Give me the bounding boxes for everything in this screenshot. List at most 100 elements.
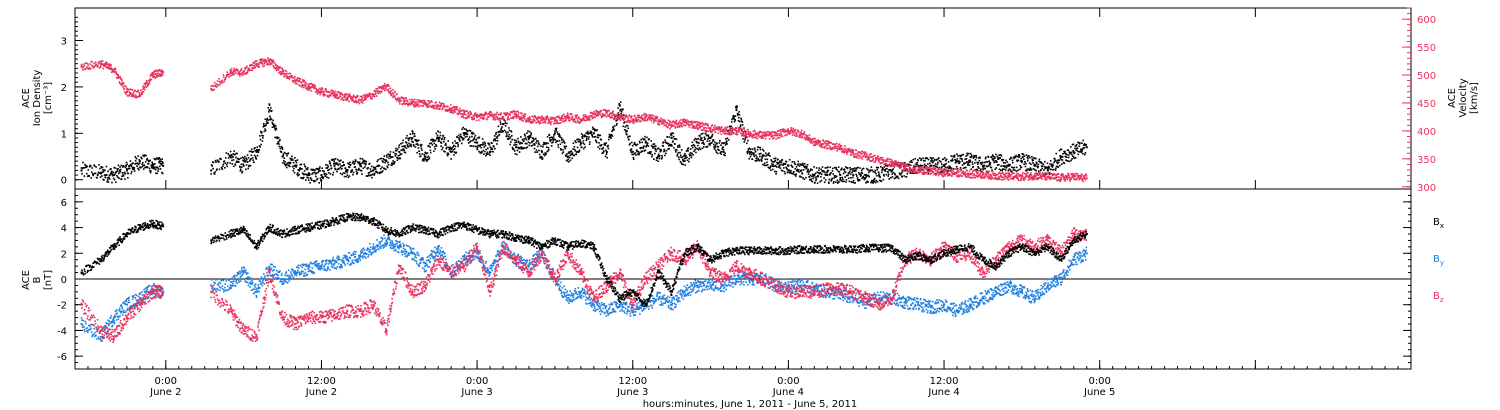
velocity-series-sample — [386, 84, 389, 87]
velocity-series-sample — [261, 59, 263, 61]
density-series-sample — [677, 146, 679, 148]
density-series-sample — [714, 146, 716, 149]
density-series-sample — [808, 176, 811, 179]
velocity-series-sample — [365, 98, 367, 101]
velocity-series-sample — [277, 69, 280, 71]
velocity-series-sample — [636, 116, 639, 119]
density-series-sample — [242, 159, 244, 162]
density-series-sample — [130, 165, 133, 167]
velocity-series-sample — [340, 98, 343, 101]
xtick-date-label: June 2 — [305, 387, 337, 398]
velocity-series-sample — [574, 120, 576, 123]
density-series-sample — [838, 173, 841, 175]
density-series-sample — [417, 147, 420, 149]
density-series-sample — [367, 167, 369, 169]
velocity-series-sample — [104, 65, 106, 67]
velocity-series-sample — [671, 121, 673, 124]
density-series-sample — [336, 168, 339, 171]
velocity-series-sample — [499, 119, 501, 121]
density-series-sample — [926, 169, 929, 171]
density-series-sample — [108, 176, 110, 179]
velocity-series-sample — [697, 128, 699, 131]
density-series-sample — [670, 134, 673, 137]
density-series-sample — [565, 145, 568, 148]
velocity-series-sample — [484, 113, 487, 116]
density-series-sample — [283, 157, 285, 159]
velocity-series-sample — [648, 114, 650, 116]
density-series-sample — [1016, 159, 1018, 162]
density-series-sample — [557, 133, 559, 135]
velocity-series-sample — [257, 66, 260, 68]
velocity-series-sample — [711, 124, 714, 126]
velocity-series-sample — [600, 110, 602, 112]
density-series-sample — [528, 144, 531, 147]
density-series-sample — [457, 145, 459, 148]
density-series-point — [281, 155, 284, 158]
density-series-sample — [887, 175, 890, 177]
density-series-sample — [1032, 159, 1035, 161]
density-series-sample — [684, 164, 687, 166]
velocity-series-sample — [251, 69, 254, 72]
density-series-sample — [820, 179, 823, 182]
velocity-series-sample — [224, 78, 227, 81]
velocity-series-sample — [248, 68, 251, 70]
density-series-sample — [301, 168, 303, 170]
density-series-sample — [354, 162, 356, 165]
density-series-sample — [308, 174, 311, 176]
velocity-series-sample — [383, 88, 385, 90]
density-series-sample — [1065, 156, 1068, 159]
velocity-series-sample — [388, 90, 390, 93]
density-series-sample — [733, 115, 736, 118]
density-series-sample — [359, 157, 362, 160]
density-series-sample — [433, 150, 435, 153]
velocity-series-sample — [343, 95, 345, 98]
velocity-series-sample — [578, 116, 580, 118]
velocity-series-sample — [503, 112, 505, 114]
density-series-point — [696, 141, 699, 144]
velocity-series-sample — [541, 115, 543, 118]
density-series-sample — [543, 141, 545, 144]
velocity-series-sample — [360, 101, 363, 103]
velocity-series-sample — [493, 117, 496, 119]
velocity-series-sample — [675, 119, 678, 122]
density-series-sample — [301, 177, 304, 180]
density-series-sample — [574, 150, 577, 152]
density-series-sample — [513, 150, 516, 152]
density-series-sample — [579, 144, 582, 146]
velocity-series-sample — [430, 106, 433, 109]
velocity-series-point — [463, 113, 466, 116]
density-series-sample — [847, 174, 849, 176]
velocity-series-sample — [99, 66, 102, 68]
density-series-sample — [407, 139, 410, 142]
density-series-sample — [998, 168, 1001, 171]
density-series-sample — [740, 119, 743, 121]
density-series-sample — [274, 136, 276, 139]
velocity-series-sample — [546, 115, 549, 118]
density-series-sample — [268, 103, 271, 105]
velocity-series-sample — [635, 120, 638, 122]
density-series-sample — [281, 148, 284, 150]
velocity-series-sample — [627, 117, 630, 120]
density-series-sample — [699, 135, 701, 137]
velocity-series-sample — [394, 91, 396, 93]
density-series-sample — [325, 163, 327, 166]
density-series-sample — [98, 172, 101, 174]
density-series-sample — [429, 146, 431, 148]
density-series-sample — [738, 111, 740, 113]
density-series-sample — [767, 154, 770, 157]
density-series-sample — [134, 163, 136, 165]
density-series-sample — [783, 167, 785, 169]
density-series-sample — [736, 105, 738, 108]
density-series-sample — [872, 182, 874, 184]
density-series-sample — [403, 145, 405, 148]
density-series-sample — [834, 174, 836, 177]
density-series-sample — [99, 176, 102, 178]
density-series-sample — [927, 163, 929, 165]
xtick-date-label: June 2 — [149, 387, 181, 398]
velocity-series-sample — [591, 115, 593, 118]
density-series-sample — [230, 156, 232, 159]
density-series-sample — [952, 159, 954, 162]
velocity-series-sample — [575, 115, 578, 118]
velocity-series-sample — [668, 122, 671, 125]
density-series-sample — [561, 138, 564, 141]
